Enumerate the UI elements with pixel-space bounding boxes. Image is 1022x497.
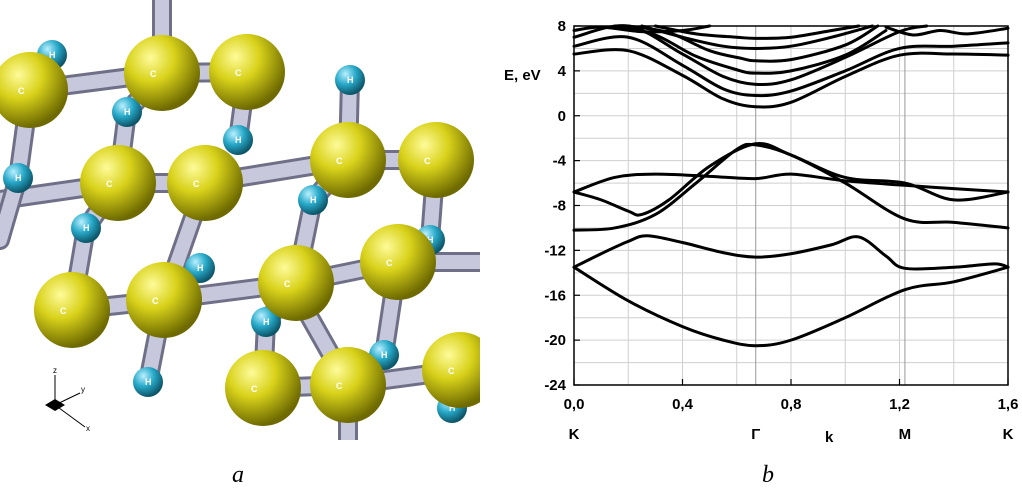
hydrogen-label: H [83, 223, 90, 233]
hydrogen-label: H [145, 377, 152, 387]
hydrogen-label: H [49, 50, 56, 60]
hydrogen-atom: H [112, 97, 142, 127]
carbon-label: C [60, 306, 67, 316]
x-axis-letter: x [86, 424, 90, 433]
band-line [572, 265, 1010, 348]
hydrogen-label: H [15, 173, 22, 183]
symmetry-point-label: K [569, 426, 580, 443]
band-line [572, 24, 712, 34]
carbon-label: C [251, 384, 258, 394]
hydrogen-label: H [235, 135, 242, 145]
band-line [653, 24, 861, 40]
symmetry-point-label: K [1003, 426, 1014, 443]
carbon-atom: C [422, 332, 480, 408]
x-tick-label: 1,2 [889, 396, 910, 413]
axes-triad-icon: z y x [45, 366, 90, 433]
hydrogen-label: H [263, 317, 270, 327]
carbon-label: C [106, 179, 113, 189]
band-line [640, 24, 874, 50]
y-axis-letter: y [81, 385, 85, 394]
carbon-atom: C [126, 262, 202, 338]
hydrogen-atom: H [335, 65, 365, 95]
carbon-atom: C [34, 272, 110, 348]
x-tick-label: 1,6 [998, 396, 1019, 413]
carbon-atom: C [0, 52, 68, 128]
symmetry-point-label: Γ [751, 426, 760, 443]
carbon-label: C [336, 156, 343, 166]
y-tick-label: 8 [558, 18, 566, 35]
y-tick-label: -16 [544, 287, 566, 304]
carbon-atom: C [310, 122, 386, 198]
x-tick-label: 0,4 [672, 396, 694, 413]
hydrogen-atom: H [298, 185, 328, 215]
y-axis-label: E, eV [504, 67, 541, 84]
hydrogen-label: H [197, 263, 204, 273]
carbon-atom: C [209, 34, 285, 110]
y-tick-label: -12 [544, 242, 566, 259]
hydrogen-label: H [427, 235, 434, 245]
band-line [613, 24, 888, 75]
hydrogen-label: H [381, 350, 388, 360]
band-line [572, 234, 1010, 271]
carbon-label: C [193, 179, 200, 189]
band-line [572, 35, 1010, 98]
hydrogen-atom: H [133, 367, 163, 397]
band-line [572, 172, 1010, 194]
carbon-label: C [152, 296, 159, 306]
z-axis-letter: z [53, 366, 57, 375]
x-tick-label: 0,8 [781, 396, 802, 413]
hydrogen-label: H [310, 195, 317, 205]
y-tick-label: -8 [553, 198, 566, 215]
carbon-atom: C [167, 145, 243, 221]
band-line [572, 48, 1010, 109]
symmetry-point-label: M [899, 426, 912, 443]
y-tick-label: -20 [544, 332, 566, 349]
band-structure-chart: 8 4 0 -4 -8 -12 -16 -20 -24 0,0 0,4 0,8 1,2 1,6 K Γ M K E… [504, 18, 1019, 446]
carbon-atom: C [225, 350, 301, 426]
carbon-label: C [284, 279, 291, 289]
hydrogen-label: H [449, 403, 456, 413]
carbon-label: C [336, 381, 343, 391]
carbon-label: C [448, 366, 455, 376]
x-tick-label: 0,0 [564, 396, 585, 413]
y-tick-label: -24 [544, 377, 566, 394]
y-tick-label: 0 [558, 108, 566, 125]
carbon-atom: C [124, 35, 200, 111]
carbon-atom: C [80, 145, 156, 221]
hydrogen-atom: H [251, 307, 281, 337]
hydrogen-label: H [124, 107, 131, 117]
x-axis-label: k [825, 429, 834, 446]
carbon-label: C [18, 86, 25, 96]
hydrogen-atom: H [3, 163, 33, 193]
carbon-label: C [150, 69, 157, 79]
y-tick-label: 4 [558, 63, 567, 80]
carbon-label: C [386, 258, 393, 268]
carbon-atom: C [258, 245, 334, 321]
panel-a-caption: a [232, 462, 244, 488]
carbon-atom: C [310, 347, 386, 423]
panel-b-caption: b [762, 462, 774, 488]
hydrogen-atom: H [71, 213, 101, 243]
y-tick-label: -4 [553, 153, 567, 170]
carbon-atom: C [398, 122, 474, 198]
carbon-atom: C [360, 224, 436, 300]
crystal-structure-image: H H H H H H H H H H H H H C C C C C C C C C C C C C C z y x [0, 0, 480, 440]
hydrogen-atom: H [223, 125, 253, 155]
band-line [884, 25, 1010, 37]
hydrogen-label: H [347, 75, 354, 85]
carbon-label: C [424, 156, 431, 166]
carbon-label: C [235, 68, 242, 78]
